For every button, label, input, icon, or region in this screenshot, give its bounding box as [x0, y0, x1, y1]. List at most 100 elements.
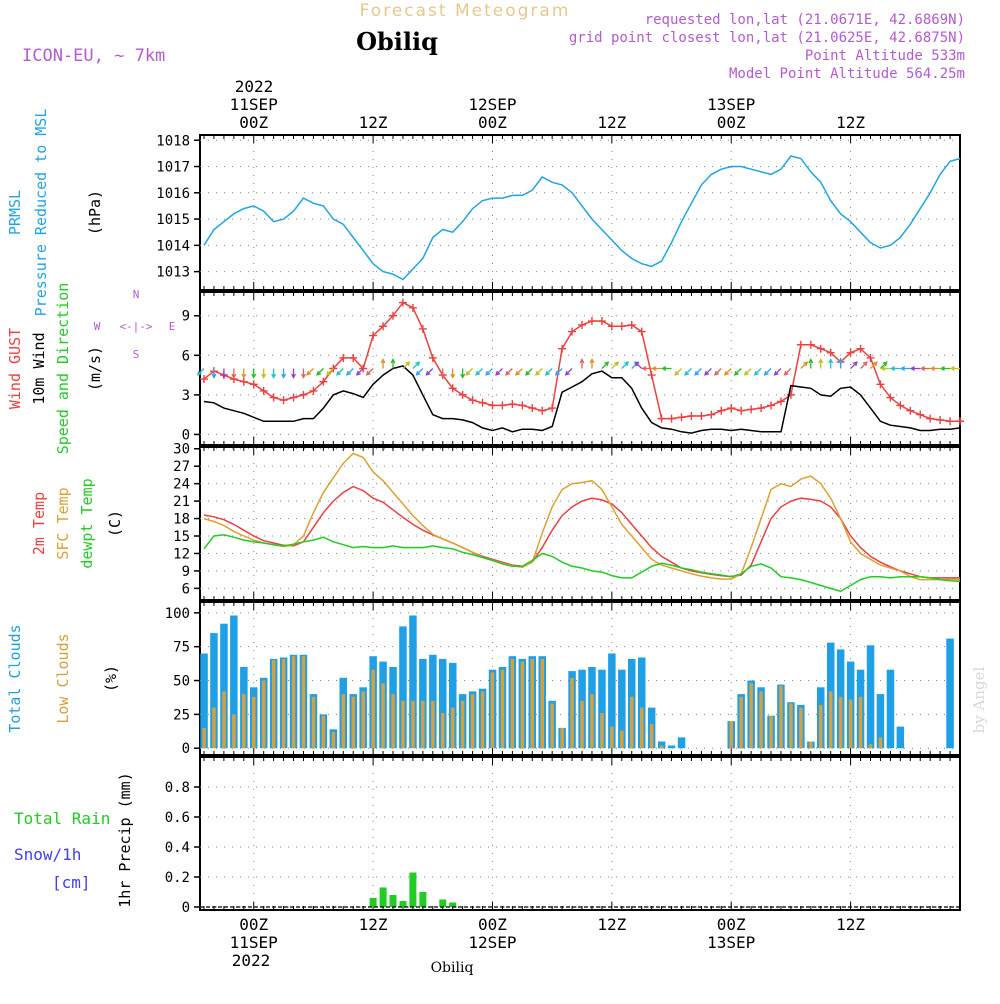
y-tick-label: 24 — [173, 477, 190, 493]
axis-label-line: 10m Wind — [30, 332, 48, 404]
bar-low-clouds — [739, 697, 743, 749]
bar-low-clouds — [282, 659, 286, 748]
axis-unit-label: (%) — [102, 665, 120, 692]
bar-low-clouds — [471, 694, 475, 748]
top-year-label: 2022 — [235, 77, 274, 96]
gust-marker — [687, 412, 695, 420]
top-date-label: 12SEP — [468, 95, 516, 114]
gust-marker — [717, 407, 725, 415]
y-tick-label: 1016 — [156, 186, 190, 202]
bottom-date-label: 11SEP — [230, 933, 278, 952]
axis-unit-label: (C) — [106, 510, 124, 537]
bar-low-clouds — [640, 708, 644, 749]
model-altitude: Model Point Altitude 564.25m — [729, 66, 965, 82]
bar-low-clouds — [421, 701, 425, 748]
product-title: Forecast Meteogram — [360, 1, 571, 21]
gust-marker — [767, 401, 775, 409]
gust-marker — [648, 371, 656, 379]
series-line-10m-wind — [204, 366, 960, 433]
bottom-date-label: 12SEP — [468, 933, 516, 952]
gust-marker — [926, 415, 934, 423]
series-line-dewpt-temp — [204, 535, 960, 592]
bar-low-clouds — [352, 697, 356, 749]
bar-low-clouds — [839, 697, 843, 749]
bar-low-clouds — [322, 716, 326, 749]
gust-marker — [459, 391, 467, 399]
bar-low-clouds — [431, 701, 435, 748]
bar-low-clouds — [799, 708, 803, 749]
top-time-label: 12Z — [359, 113, 388, 132]
gust-marker — [598, 317, 606, 325]
y-tick-label: 1014 — [156, 238, 190, 254]
bar-low-clouds — [849, 700, 853, 749]
gust-marker — [668, 415, 676, 423]
y-tick-label: 50 — [173, 674, 190, 690]
gust-marker — [498, 401, 506, 409]
bar-low-clouds — [610, 727, 614, 749]
bar-low-clouds — [292, 656, 296, 748]
axis-label-line: Total Clouds — [6, 624, 24, 732]
bar-low-clouds — [212, 708, 216, 749]
gust-marker — [588, 317, 596, 325]
gust-marker — [469, 396, 477, 404]
y-tick-label: 3 — [182, 388, 190, 404]
bar-low-clouds — [829, 691, 833, 748]
precip-rain-label: Total Rain — [14, 809, 110, 828]
gust-marker — [240, 378, 248, 386]
gust-marker — [270, 394, 278, 402]
bar-low-clouds — [650, 724, 654, 748]
bar-low-clouds — [501, 670, 505, 749]
y-tick-label: 0 — [182, 900, 190, 916]
gust-marker — [936, 416, 944, 424]
gust-marker — [658, 415, 666, 423]
gust-marker — [479, 399, 487, 407]
bar-low-clouds — [600, 713, 604, 748]
y-tick-label: 75 — [173, 640, 190, 656]
bar-low-clouds — [342, 694, 346, 748]
compass-n: N — [133, 288, 140, 301]
y-tick-label: 0 — [182, 741, 190, 757]
y-tick-label: 6 — [182, 348, 190, 364]
gust-marker — [488, 401, 496, 409]
gust-marker — [956, 417, 964, 425]
bar-low-clouds — [451, 708, 455, 749]
bar-low-clouds — [541, 659, 545, 748]
bar-low-clouds — [262, 681, 266, 749]
bottom-time-label: 12Z — [597, 915, 626, 934]
gust-marker — [906, 407, 914, 415]
gust-marker — [568, 328, 576, 336]
gust-marker — [508, 400, 516, 408]
bar-low-clouds — [232, 714, 236, 748]
y-tick-label: 1015 — [156, 212, 190, 228]
y-tick-label: 0.4 — [165, 840, 190, 856]
panel-frame — [200, 135, 960, 290]
axis-label-line: PRMSL — [6, 190, 24, 235]
bottom-year-label: 2022 — [232, 951, 271, 970]
gust-marker — [558, 345, 566, 353]
gust-marker — [429, 354, 437, 362]
axis-label-line: SFC Temp — [54, 487, 72, 559]
bar-low-clouds — [202, 728, 206, 748]
gust-marker — [807, 341, 815, 349]
panel-frame — [200, 757, 960, 910]
axis-label-line: Pressure Reduced to MSL — [32, 109, 50, 317]
compass-s: S — [133, 348, 140, 361]
location-title: Obiliq — [356, 27, 438, 56]
axis-label-line: dewpt Temp — [78, 478, 96, 568]
gust-marker — [747, 405, 755, 413]
top-time-label: 00Z — [478, 113, 507, 132]
panel-frame — [200, 447, 960, 600]
gust-marker — [757, 404, 765, 412]
bar-total-clouds — [887, 670, 895, 749]
gust-marker — [727, 404, 735, 412]
bottom-date-label: 13SEP — [707, 933, 755, 952]
y-tick-label: 12 — [173, 546, 190, 562]
bar-low-clouds — [361, 691, 365, 748]
bar-low-clouds — [570, 678, 574, 748]
precip-snow-unit-label: [cm] — [52, 873, 91, 892]
gust-marker — [250, 380, 258, 388]
y-tick-label: 21 — [173, 494, 190, 510]
